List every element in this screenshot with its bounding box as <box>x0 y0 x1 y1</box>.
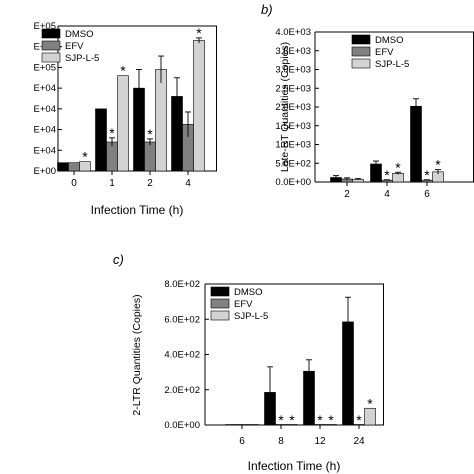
x-tick-label: 4 <box>185 178 191 189</box>
bar-efv-6 <box>236 424 248 426</box>
legend-label-sjp-l-5: SJP-L-5 <box>65 53 99 64</box>
significance-star: * <box>278 412 284 428</box>
legend-swatch-sjp-l-5 <box>41 52 61 63</box>
legend-label-efv: EFV <box>375 47 394 58</box>
bar-sjp-l-5-1 <box>117 75 129 172</box>
significance-star: * <box>356 412 362 428</box>
y-tick-label: 8.0E+02 <box>164 279 200 290</box>
bar-sjp-l-5-8 <box>286 424 298 426</box>
significance-star: * <box>395 159 401 175</box>
chart-panel-b: 0.0E+00 5.0E+02 1.0E+03 1.5E+03 2.0E+03 2.5E+… <box>261 2 474 200</box>
chart-panel-c: 0.0E+002.0E+024.0E+026.0E+028.0E+026 8* *1… <box>113 252 384 473</box>
y-tick-label: 2.5E+03 <box>275 83 311 94</box>
bar-sjp-l-5-12 <box>325 424 337 426</box>
y-tick-label: 0.0E+00 <box>275 177 311 188</box>
y-tick-label: E+05 <box>34 21 56 32</box>
y-tick-label: 1.0E+03 <box>275 140 311 151</box>
legend-label-dmso: DMSO <box>375 35 404 46</box>
significance-star: * <box>424 167 430 183</box>
y-tick-label: E+04 <box>34 104 56 115</box>
x-axis-label: Infection Time (h) <box>248 459 341 473</box>
legend-label-sjp-l-5: SJP-L-5 <box>234 311 268 322</box>
bar-dmso-0 <box>57 162 69 172</box>
y-tick-label: 2.0E+03 <box>275 102 311 113</box>
y-tick-label: 4.0E+03 <box>275 27 311 38</box>
significance-star: * <box>147 126 153 142</box>
significance-star: * <box>367 395 373 411</box>
significance-star: * <box>82 149 88 165</box>
x-tick-label: 0 <box>71 178 77 189</box>
bar-sjp-l-5-2 <box>155 69 167 172</box>
bar-efv-0 <box>68 162 80 172</box>
legend-swatch-dmso <box>351 34 371 45</box>
x-tick-label: 6 <box>424 189 430 200</box>
y-axis-label: Late-RT Quantities (Copies) <box>279 42 291 172</box>
y-tick-label: 2.0E+02 <box>164 385 200 396</box>
x-tick-label: 8 <box>278 436 284 447</box>
y-tick-label: E+00 <box>34 166 56 177</box>
legend-swatch-dmso <box>210 286 230 297</box>
x-tick-label: 24 <box>353 436 365 447</box>
y-tick-label: 3.0E+03 <box>275 65 311 76</box>
significance-star: * <box>328 412 334 428</box>
bar-dmso-1 <box>95 108 107 172</box>
bar-dmso-6 <box>410 105 422 183</box>
y-tick-label: 6.0E+02 <box>164 314 200 325</box>
y-axis-label: 2-LTR Quantities (Copies) <box>131 294 143 415</box>
significance-star: * <box>317 412 323 428</box>
legend-swatch-efv <box>351 46 371 57</box>
significance-star: * <box>289 412 295 428</box>
significance-star: * <box>109 125 115 141</box>
legend-label-dmso: DMSO <box>65 29 94 40</box>
panel-label: c) <box>113 252 124 267</box>
significance-star: * <box>384 167 390 183</box>
x-tick-label: 2 <box>344 189 350 200</box>
legend-label-efv: EFV <box>234 299 253 310</box>
y-tick-label: 0.0E+00 <box>164 420 200 431</box>
legend-swatch-dmso <box>41 28 61 39</box>
legend-swatch-sjp-l-5 <box>210 310 230 321</box>
significance-star: * <box>196 25 202 41</box>
bar-sjp-l-5-24 <box>364 407 376 426</box>
panel-label: b) <box>261 2 273 17</box>
y-tick-label: 4.0E+02 <box>164 350 200 361</box>
legend-swatch-sjp-l-5 <box>351 58 371 69</box>
bar-sjp-l-5-4 <box>193 40 205 172</box>
y-tick-label: 3.5E+03 <box>275 46 311 57</box>
y-tick-label: E+05 <box>34 62 56 73</box>
y-tick-label: E+04 <box>34 125 56 136</box>
significance-star: * <box>435 157 441 173</box>
bar-sjp-l-5-0 <box>79 161 91 172</box>
significance-star: * <box>120 63 126 79</box>
y-tick-label: 1.5E+03 <box>275 121 311 132</box>
x-tick-label: 4 <box>384 189 390 200</box>
x-tick-label: 2 <box>147 178 153 189</box>
bar-dmso-6 <box>225 424 237 426</box>
y-tick-label: E+04 <box>34 145 56 156</box>
legend-label-dmso: DMSO <box>234 287 263 298</box>
legend-label-efv: EFV <box>65 41 84 52</box>
x-tick-label: 12 <box>314 436 326 447</box>
bar-sjp-l-5-6 <box>247 424 259 426</box>
chart-panel-a: E+00E+04E+04E+04E+04E+05E+05E+050*1**2*4… <box>34 21 217 217</box>
bar-efv-1 <box>106 141 118 172</box>
x-tick-label: 6 <box>239 436 245 447</box>
y-tick-label: 5.0E+02 <box>275 158 311 169</box>
y-tick-label: E+04 <box>34 83 56 94</box>
x-axis-label: Infection Time (h) <box>91 203 184 217</box>
legend-swatch-efv <box>41 40 61 51</box>
bar-efv-2 <box>144 141 156 172</box>
x-tick-label: 1 <box>109 178 115 189</box>
legend-swatch-efv <box>210 298 230 309</box>
legend-label-sjp-l-5: SJP-L-5 <box>375 59 409 70</box>
